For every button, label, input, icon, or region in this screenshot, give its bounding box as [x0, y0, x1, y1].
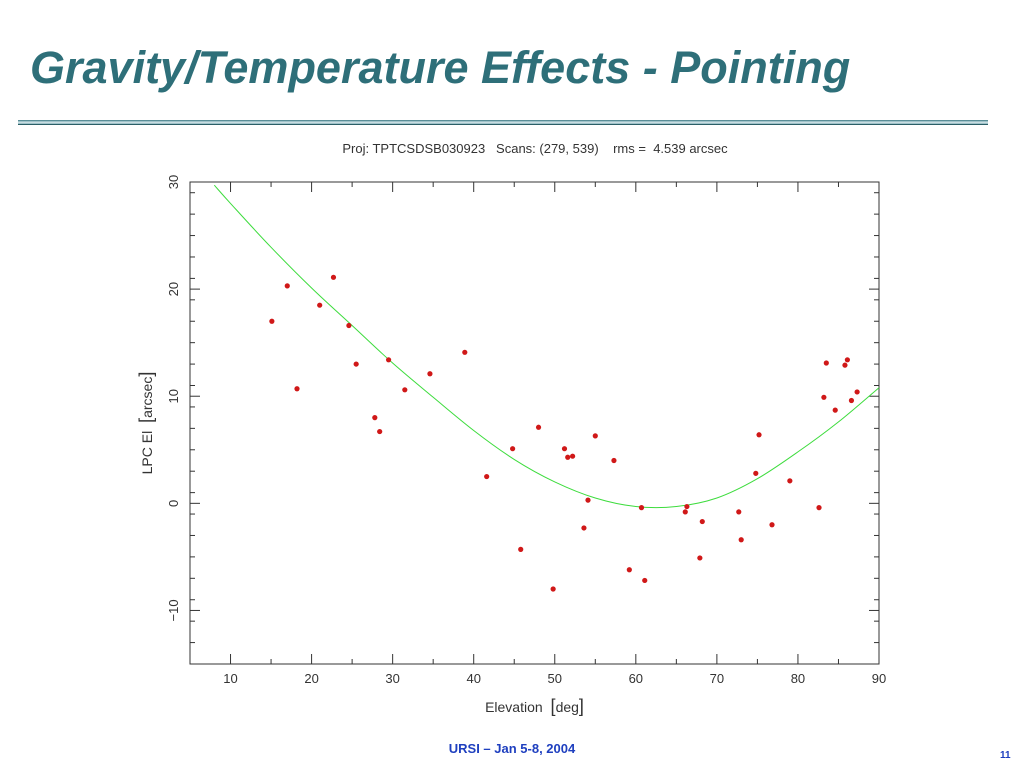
data-point	[699, 518, 705, 525]
data-points	[269, 274, 860, 592]
y-tick-label: −10	[166, 599, 181, 621]
data-point	[756, 432, 762, 438]
data-point	[832, 407, 838, 413]
footer-text: URSI – Jan 5-8, 2004	[448, 741, 576, 756]
x-axis-label-text: Elevation	[485, 699, 543, 715]
data-point	[738, 537, 744, 543]
y-tick-label: 10	[166, 389, 181, 403]
data-point	[626, 567, 632, 573]
data-point	[377, 428, 383, 435]
data-point	[821, 394, 827, 400]
data-point	[682, 509, 688, 515]
data-point	[269, 318, 275, 324]
x-axis-label-open-bracket: [	[551, 696, 556, 716]
data-point	[372, 415, 378, 421]
data-point	[611, 457, 617, 464]
data-point	[462, 349, 468, 355]
y-axis-label-close-bracket: ]	[136, 372, 156, 377]
data-point	[535, 424, 542, 430]
x-tick-label: 30	[385, 671, 399, 686]
x-axis: 10 20 30 40 50 60 70 80 90	[189, 182, 886, 686]
data-point	[484, 473, 490, 480]
slide-title: Gravity/Temperature Effects - Pointing	[30, 42, 851, 93]
y-axis-label-text: LPC El	[139, 431, 155, 475]
data-point	[561, 446, 568, 452]
y-axis-label-open-bracket: [	[136, 418, 156, 423]
data-point	[697, 555, 703, 561]
x-tick-label: 90	[872, 671, 886, 686]
chart-title: Proj: TPTCSDSB030923 Scans: (279, 539) r…	[342, 141, 728, 156]
data-point	[565, 454, 571, 460]
y-tick-label: 20	[166, 282, 181, 296]
data-point	[346, 322, 352, 329]
data-point	[581, 525, 587, 531]
data-point	[510, 446, 516, 452]
y-axis-label-unit: arcsec	[139, 377, 155, 418]
page-number: 11	[1000, 750, 1011, 761]
data-point	[569, 453, 576, 459]
y-tick-label: 0	[166, 500, 181, 507]
data-point	[844, 357, 850, 363]
data-point	[854, 389, 860, 395]
data-point	[402, 387, 408, 393]
data-point	[769, 522, 775, 528]
data-point	[753, 470, 759, 476]
y-tick-label: 30	[166, 175, 181, 189]
data-point	[284, 283, 290, 289]
x-tick-label: 50	[548, 671, 562, 686]
data-point	[787, 478, 793, 484]
data-point	[518, 546, 524, 552]
x-tick-label: 80	[791, 671, 805, 686]
data-point	[585, 497, 591, 503]
data-point	[816, 505, 822, 511]
data-point	[330, 274, 337, 280]
data-point	[550, 586, 556, 592]
data-point	[848, 397, 855, 404]
title-divider	[18, 120, 988, 125]
data-point	[427, 371, 433, 377]
x-tick-label: 10	[223, 671, 237, 686]
data-point	[592, 433, 598, 439]
x-axis-label-close-bracket: ]	[579, 696, 584, 716]
x-tick-label: 70	[710, 671, 724, 686]
y-axis-label: LPC El [arcsec]	[136, 372, 156, 475]
data-point	[823, 360, 829, 366]
data-point	[353, 361, 359, 367]
data-point	[642, 577, 648, 584]
data-point	[842, 362, 848, 368]
x-tick-label: 40	[466, 671, 480, 686]
x-tick-label: 60	[629, 671, 643, 686]
data-point	[317, 302, 323, 308]
data-point	[684, 503, 690, 510]
data-point	[736, 509, 742, 515]
y-axis: −10 0 10 20 30	[166, 175, 879, 665]
data-point	[638, 505, 645, 511]
x-axis-label: Elevation [deg]	[485, 696, 584, 716]
data-point	[385, 357, 392, 363]
fit-curve	[213, 184, 880, 509]
plot-frame	[189, 181, 880, 665]
data-point	[294, 386, 300, 392]
x-tick-label: 20	[304, 671, 318, 686]
x-axis-label-unit: deg	[556, 699, 579, 715]
